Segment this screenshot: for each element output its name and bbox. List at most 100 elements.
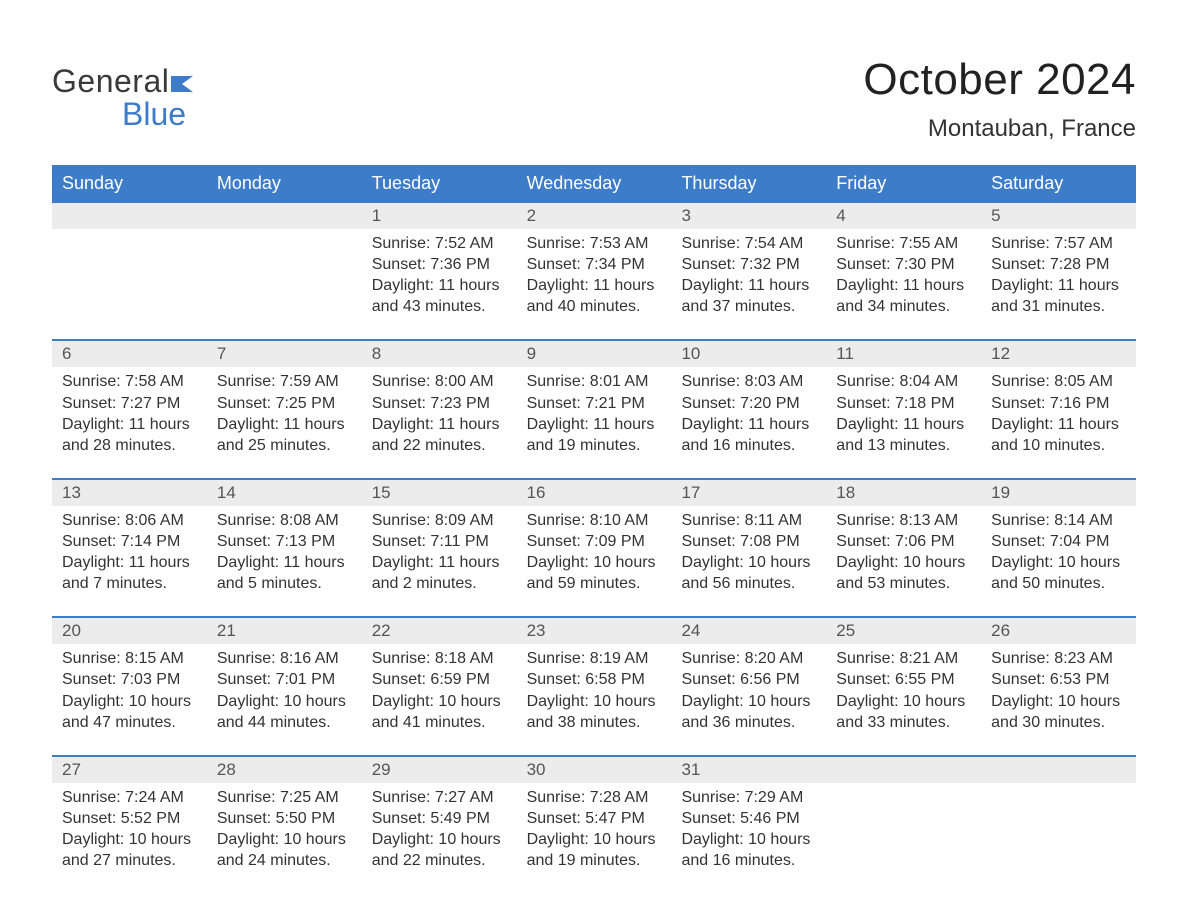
day-number: 30 <box>517 757 672 783</box>
daylight-text: Daylight: 10 hours and 59 minutes. <box>527 552 662 594</box>
day-number: 23 <box>517 618 672 644</box>
day-cell: 13Sunrise: 8:06 AMSunset: 7:14 PMDayligh… <box>52 480 207 616</box>
sunrise-text: Sunrise: 8:19 AM <box>527 648 662 669</box>
sunset-text: Sunset: 5:46 PM <box>681 808 816 829</box>
sunset-text: Sunset: 5:47 PM <box>527 808 662 829</box>
sunset-text: Sunset: 7:09 PM <box>527 531 662 552</box>
day-number <box>826 757 981 783</box>
daylight-text: Daylight: 11 hours and 2 minutes. <box>372 552 507 594</box>
sunrise-text: Sunrise: 8:14 AM <box>991 510 1126 531</box>
daylight-text: Daylight: 11 hours and 31 minutes. <box>991 275 1126 317</box>
day-number: 31 <box>671 757 826 783</box>
day-cell: 26Sunrise: 8:23 AMSunset: 6:53 PMDayligh… <box>981 618 1136 754</box>
brand-line1: General <box>52 63 169 99</box>
sunrise-text: Sunrise: 7:58 AM <box>62 371 197 392</box>
page-title: October 2024 <box>863 55 1136 105</box>
sunset-text: Sunset: 7:06 PM <box>836 531 971 552</box>
day-cell: 30Sunrise: 7:28 AMSunset: 5:47 PMDayligh… <box>517 757 672 893</box>
day-cell: 14Sunrise: 8:08 AMSunset: 7:13 PMDayligh… <box>207 480 362 616</box>
sunset-text: Sunset: 7:32 PM <box>681 254 816 275</box>
sunrise-text: Sunrise: 7:57 AM <box>991 233 1126 254</box>
daylight-text: Daylight: 10 hours and 56 minutes. <box>681 552 816 594</box>
day-cell: 11Sunrise: 8:04 AMSunset: 7:18 PMDayligh… <box>826 341 981 477</box>
week-row: 6Sunrise: 7:58 AMSunset: 7:27 PMDaylight… <box>52 339 1136 477</box>
day-number: 27 <box>52 757 207 783</box>
daylight-text: Daylight: 11 hours and 25 minutes. <box>217 414 352 456</box>
sunrise-text: Sunrise: 8:09 AM <box>372 510 507 531</box>
week-row: 27Sunrise: 7:24 AMSunset: 5:52 PMDayligh… <box>52 755 1136 893</box>
daylight-text: Daylight: 10 hours and 22 minutes. <box>372 829 507 871</box>
day-number: 9 <box>517 341 672 367</box>
sunrise-text: Sunrise: 8:05 AM <box>991 371 1126 392</box>
daylight-text: Daylight: 10 hours and 24 minutes. <box>217 829 352 871</box>
day-number: 5 <box>981 203 1136 229</box>
sunrise-text: Sunrise: 7:24 AM <box>62 787 197 808</box>
daylight-text: Daylight: 11 hours and 40 minutes. <box>527 275 662 317</box>
day-number: 19 <box>981 480 1136 506</box>
daylight-text: Daylight: 10 hours and 33 minutes. <box>836 691 971 733</box>
sunrise-text: Sunrise: 8:00 AM <box>372 371 507 392</box>
day-number: 3 <box>671 203 826 229</box>
sunrise-text: Sunrise: 8:10 AM <box>527 510 662 531</box>
day-cell: 5Sunrise: 7:57 AMSunset: 7:28 PMDaylight… <box>981 203 1136 339</box>
day-number: 28 <box>207 757 362 783</box>
sunrise-text: Sunrise: 8:11 AM <box>681 510 816 531</box>
sunset-text: Sunset: 6:56 PM <box>681 669 816 690</box>
daylight-text: Daylight: 11 hours and 37 minutes. <box>681 275 816 317</box>
day-cell <box>826 757 981 893</box>
day-cell: 15 Sunrise: 8:09 AMSunset: 7:11 PMDayligh… <box>362 480 517 616</box>
day-cell: 10Sunrise: 8:03 AMSunset: 7:20 PMDayligh… <box>671 341 826 477</box>
day-cell: 12Sunrise: 8:05 AMSunset: 7:16 PMDayligh… <box>981 341 1136 477</box>
sunrise-text: Sunrise: 8:01 AM <box>527 371 662 392</box>
day-cell: 4Sunrise: 7:55 AMSunset: 7:30 PMDaylight… <box>826 203 981 339</box>
sunset-text: Sunset: 7:14 PM <box>62 531 197 552</box>
sunset-text: Sunset: 7:11 PM <box>372 531 507 552</box>
week-row: 20 Sunrise: 8:15 AMSunset: 7:03 PM Dayligh… <box>52 616 1136 754</box>
sunrise-text: Sunrise: 8:20 AM <box>681 648 816 669</box>
sunset-text: Sunset: 7:23 PM <box>372 393 507 414</box>
day-number: 15 <box>362 480 517 506</box>
day-cell: 25Sunrise: 8:21 AMSunset: 6:55 PMDayligh… <box>826 618 981 754</box>
sunrise-text: Sunrise: 7:59 AM <box>217 371 352 392</box>
daylight-text: Daylight: 10 hours and 19 minutes. <box>527 829 662 871</box>
day-number <box>207 203 362 229</box>
day-number: 25 <box>826 618 981 644</box>
day-number: 17 <box>671 480 826 506</box>
day-number: 12 <box>981 341 1136 367</box>
week-row: 1Sunrise: 7:52 AMSunset: 7:36 PMDaylight… <box>52 203 1136 339</box>
daylight-text: Daylight: 10 hours and 30 minutes. <box>991 691 1126 733</box>
daylight-text: Daylight: 11 hours and 22 minutes. <box>372 414 507 456</box>
day-number: 8 <box>362 341 517 367</box>
daylight-text: Daylight: 11 hours and 13 minutes. <box>836 414 971 456</box>
day-header: Thursday <box>671 165 826 203</box>
day-number: 11 <box>826 341 981 367</box>
sunrise-text: Sunrise: 8:18 AM <box>372 648 507 669</box>
sunrise-text: Sunrise: 7:54 AM <box>681 233 816 254</box>
day-number: 13 <box>52 480 207 506</box>
sunrise-text: Sunrise: 7:25 AM <box>217 787 352 808</box>
sunrise-text: Sunrise: 8:08 AM <box>217 510 352 531</box>
sunrise-text: Sunrise: 7:27 AM <box>372 787 507 808</box>
sunrise-text: Sunrise: 8:16 AM <box>217 648 352 669</box>
day-number: 24 <box>671 618 826 644</box>
day-number: 21 <box>207 618 362 644</box>
sunset-text: Sunset: 7:27 PM <box>62 393 197 414</box>
sunset-text: Sunset: 7:01 PM <box>217 669 352 690</box>
sunrise-text: Sunrise: 8:15 AM <box>62 648 197 669</box>
day-cell: 23Sunrise: 8:19 AMSunset: 6:58 PMDayligh… <box>517 618 672 754</box>
day-cell: 27Sunrise: 7:24 AMSunset: 5:52 PMDayligh… <box>52 757 207 893</box>
day-number: 20 <box>52 618 207 644</box>
sunrise-text: Sunrise: 8:21 AM <box>836 648 971 669</box>
page-subtitle: Montauban, France <box>863 115 1136 143</box>
daylight-text: Daylight: 11 hours and 43 minutes. <box>372 275 507 317</box>
day-header-row: Sunday Monday Tuesday Wednesday Thursday… <box>52 165 1136 203</box>
sunset-text: Sunset: 7:03 PM <box>62 669 197 690</box>
daylight-text: Daylight: 10 hours and 38 minutes. <box>527 691 662 733</box>
sunrise-text: Sunrise: 7:52 AM <box>372 233 507 254</box>
sunset-text: Sunset: 5:50 PM <box>217 808 352 829</box>
day-cell: 22Sunrise: 8:18 AMSunset: 6:59 PMDayligh… <box>362 618 517 754</box>
day-number: 1 <box>362 203 517 229</box>
daylight-text: Daylight: 11 hours and 16 minutes. <box>681 414 816 456</box>
day-cell: 1Sunrise: 7:52 AMSunset: 7:36 PMDaylight… <box>362 203 517 339</box>
sunrise-text: Sunrise: 8:04 AM <box>836 371 971 392</box>
